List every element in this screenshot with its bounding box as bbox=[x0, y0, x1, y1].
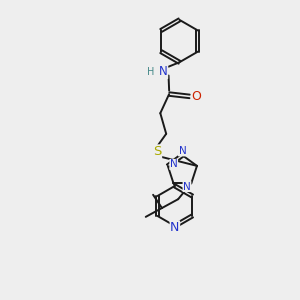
Text: N: N bbox=[178, 146, 186, 156]
Text: N: N bbox=[183, 182, 191, 191]
Text: S: S bbox=[153, 145, 161, 158]
Text: N: N bbox=[170, 221, 179, 234]
Text: O: O bbox=[191, 90, 201, 103]
Text: N: N bbox=[159, 65, 168, 79]
Text: H: H bbox=[147, 67, 155, 77]
Text: N: N bbox=[170, 159, 178, 170]
